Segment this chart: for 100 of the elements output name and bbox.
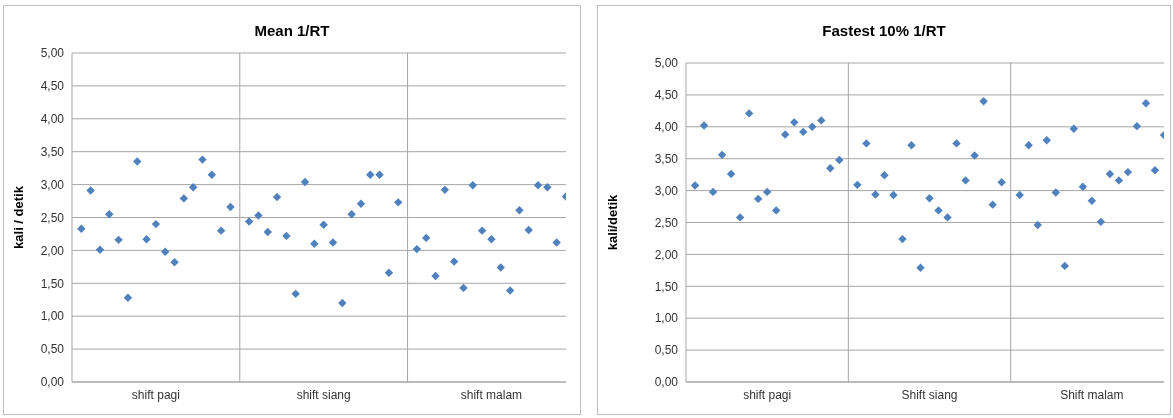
point	[907, 141, 916, 150]
point	[744, 109, 754, 118]
x-tick-label: shift pagi	[743, 387, 792, 402]
y-tick-label: 2,50	[654, 215, 679, 230]
point	[170, 258, 179, 267]
point	[356, 199, 366, 208]
y-tick-label: 1,00	[654, 311, 679, 326]
point	[699, 121, 709, 130]
point	[543, 183, 552, 192]
point	[1141, 98, 1151, 108]
point	[1069, 124, 1079, 133]
point	[853, 180, 862, 190]
point	[487, 235, 496, 244]
point	[216, 226, 226, 235]
point	[468, 181, 477, 190]
point	[207, 170, 217, 179]
point	[524, 225, 533, 235]
point	[552, 238, 561, 247]
point	[105, 210, 114, 219]
point	[826, 164, 835, 173]
point	[862, 139, 871, 148]
y-tick-label: 0,00	[40, 375, 65, 390]
point	[375, 170, 384, 179]
y-tick-label: 4,50	[654, 88, 679, 103]
point	[282, 231, 291, 241]
point	[799, 127, 808, 137]
point	[133, 157, 142, 166]
y-tick-label: 0,50	[654, 343, 679, 358]
point	[762, 187, 772, 197]
point	[735, 213, 745, 222]
point	[431, 271, 440, 281]
y-tick-label: 5,00	[40, 46, 65, 61]
point	[871, 190, 880, 199]
point	[319, 220, 328, 229]
y-tick-label: 3,00	[40, 177, 65, 192]
point	[272, 192, 282, 202]
point	[808, 122, 817, 131]
point	[300, 177, 310, 187]
point	[328, 238, 338, 247]
point	[394, 198, 403, 207]
x-tick-label: shift pagi	[131, 387, 180, 402]
point	[449, 257, 459, 266]
y-tick-label: 5,00	[654, 56, 679, 71]
point	[880, 171, 889, 180]
point	[1015, 190, 1024, 200]
point	[142, 235, 151, 244]
point	[1132, 121, 1142, 131]
y-tick-label: 2,00	[40, 243, 65, 258]
y-tick-label: 2,00	[654, 247, 679, 262]
point	[988, 200, 997, 209]
point	[477, 226, 487, 235]
point	[952, 139, 961, 148]
point	[925, 194, 934, 203]
y-tick-label: 1,00	[40, 309, 65, 324]
point	[771, 206, 781, 215]
point	[898, 234, 907, 244]
point	[889, 190, 898, 200]
point	[1105, 169, 1115, 179]
y-tick-label: 0,00	[654, 375, 679, 390]
point	[1096, 217, 1106, 227]
point	[916, 263, 925, 272]
point	[1087, 196, 1097, 206]
point	[1123, 167, 1133, 177]
point	[188, 183, 198, 192]
point	[347, 210, 356, 219]
point	[505, 286, 515, 295]
point	[717, 150, 727, 160]
point	[1051, 188, 1060, 197]
point	[151, 219, 161, 229]
point	[179, 194, 189, 203]
point	[412, 244, 422, 254]
point	[366, 170, 375, 179]
point	[979, 97, 988, 106]
point	[86, 186, 95, 195]
point	[753, 194, 763, 204]
point	[1114, 176, 1124, 185]
point	[515, 206, 524, 215]
point	[291, 289, 300, 299]
point	[533, 181, 543, 190]
point	[790, 118, 799, 127]
point	[961, 176, 970, 185]
y-tick-label: 4,00	[654, 120, 679, 135]
y-tick-label: 3,50	[40, 144, 65, 159]
y-tick-label: 0,50	[40, 342, 65, 357]
y-axis-title: kali / detik	[10, 185, 26, 249]
point	[997, 178, 1006, 187]
point	[77, 224, 86, 233]
point	[384, 268, 394, 277]
point	[95, 245, 105, 254]
point	[459, 283, 468, 293]
y-axis-title: kali/detik	[604, 193, 620, 251]
point	[781, 130, 790, 139]
point	[161, 247, 170, 256]
point	[496, 263, 505, 272]
y-tick-label: 3,50	[654, 151, 679, 166]
point	[123, 293, 133, 302]
point	[1078, 182, 1088, 191]
y-tick-label: 4,50	[40, 79, 65, 94]
point	[1150, 165, 1160, 175]
point	[970, 151, 979, 160]
